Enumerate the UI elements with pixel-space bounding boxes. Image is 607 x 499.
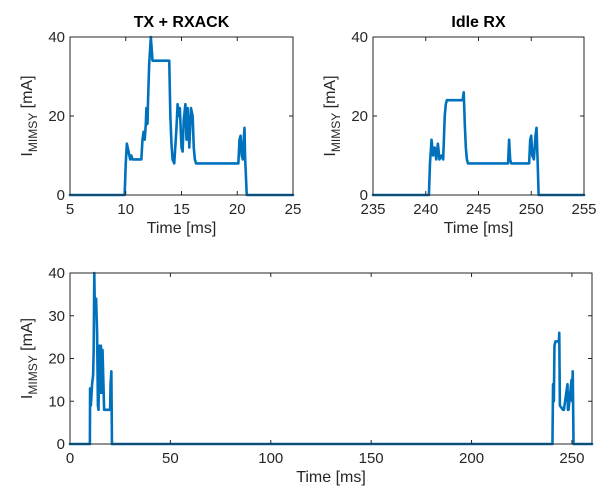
x-axis-label: Time [ms] — [296, 469, 366, 486]
x-tick-label: 150 — [359, 450, 384, 467]
current-trace-line — [68, 35, 295, 197]
x-tick-label: 250 — [519, 201, 544, 218]
y-tick-label: 40 — [48, 265, 65, 282]
x-tick-label: 100 — [258, 450, 283, 467]
y-tick-label: 40 — [48, 29, 65, 46]
y-tick-label: 0 — [57, 436, 65, 453]
x-tick-label: 255 — [571, 201, 596, 218]
chart-panel-2: 235 240 245 250 255 0 20 40 Time [ms] IMIMSY [mA]… — [322, 14, 597, 237]
x-tick-label: 245 — [466, 201, 491, 218]
x-tick-label: 0 — [66, 450, 74, 467]
x-tick-label: 25 — [285, 201, 302, 218]
chart-title: Idle RX — [451, 14, 506, 31]
y-axis-label: IMIMSY [mA] — [19, 318, 40, 399]
y-tick-label: 40 — [351, 29, 368, 46]
axes-frame — [69, 272, 593, 445]
x-tick-label: 20 — [229, 201, 246, 218]
chart-title: TX + RXACK — [134, 14, 230, 31]
y-tick-label: 0 — [360, 187, 368, 204]
x-tick-label: 235 — [360, 201, 385, 218]
y-axis-label: IMIMSY [mA] — [322, 75, 343, 156]
y-tick-label: 20 — [48, 351, 65, 368]
y-tick-label: 20 — [48, 108, 65, 125]
x-tick-label: 250 — [559, 450, 584, 467]
y-axis-label: IMIMSY [mA] — [19, 75, 40, 156]
x-tick-label: 15 — [173, 201, 190, 218]
current-trace-line — [68, 271, 594, 446]
axes-frame — [69, 36, 294, 196]
x-tick-label: 240 — [413, 201, 438, 218]
y-tick-label: 10 — [48, 393, 65, 410]
chart-panel-1: 5 10 15 20 25 0 20 40 Time [ms] IMIMSY [mA] TX + R… — [19, 14, 301, 237]
chart-panel-3: 0 50 100 150 200 250 0 10 20 30 40 Time [ms] IMIMSY … — [19, 265, 594, 486]
axes-frame — [372, 36, 585, 196]
y-tick-label: 30 — [48, 308, 65, 325]
x-tick-label: 10 — [117, 201, 134, 218]
y-tick-label: 0 — [57, 187, 65, 204]
x-axis-label: Time [ms] — [147, 220, 217, 237]
x-tick-label: 5 — [66, 201, 74, 218]
x-tick-label: 200 — [459, 450, 484, 467]
current-trace-line — [371, 91, 586, 197]
y-tick-label: 20 — [351, 108, 368, 125]
x-tick-label: 50 — [162, 450, 179, 467]
x-axis-label: Time [ms] — [444, 220, 514, 237]
